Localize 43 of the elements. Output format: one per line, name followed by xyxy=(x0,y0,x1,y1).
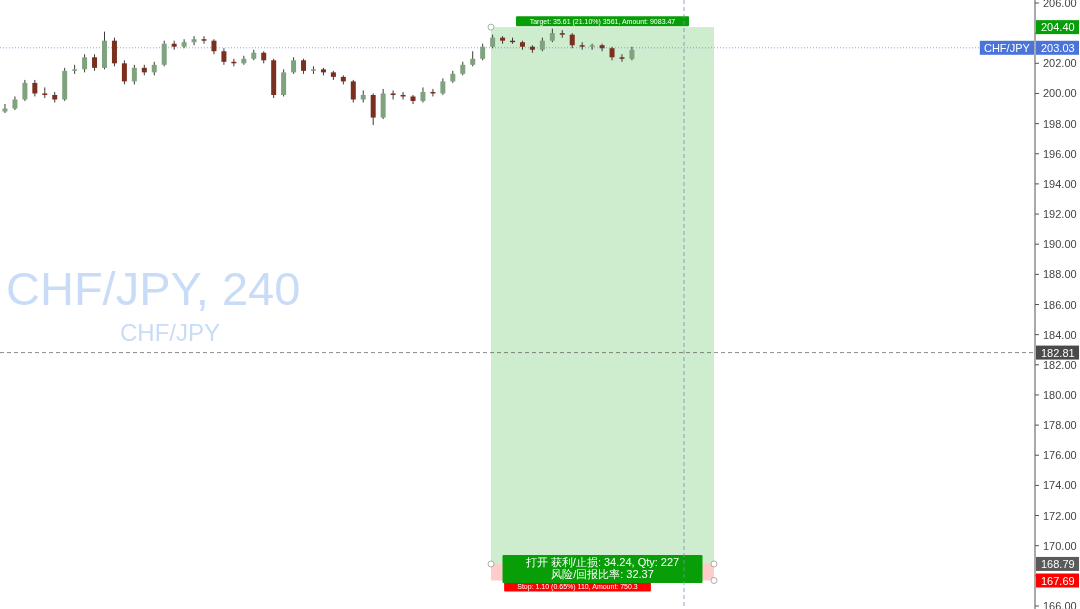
annotation: 204.40 xyxy=(1041,21,1075,34)
annotation: 167.69 xyxy=(1041,574,1075,587)
candlestick xyxy=(111,37,117,67)
candlestick xyxy=(589,43,595,51)
y-tick-label: 190.00 xyxy=(1043,238,1077,251)
annotation: 风险/回报比率: 32.37 xyxy=(551,567,654,580)
candlestick xyxy=(390,89,396,100)
y-tick-label: 200.00 xyxy=(1043,87,1077,100)
candlestick xyxy=(121,59,127,85)
y-tick-label: 180.00 xyxy=(1043,388,1077,401)
candlestick xyxy=(2,103,8,114)
y-tick-label: 202.00 xyxy=(1043,57,1077,70)
y-tick-label: 198.00 xyxy=(1043,117,1077,130)
y-tick-label: 192.00 xyxy=(1043,208,1077,221)
y-tick-label: 186.00 xyxy=(1043,298,1077,311)
candlestick xyxy=(370,92,376,126)
annotation: 打开 获利/止损: 34.24, Qty: 227 xyxy=(524,555,680,568)
y-tick-label: 172.00 xyxy=(1043,509,1077,522)
y-tick-label: 170.00 xyxy=(1043,539,1077,552)
candlestick xyxy=(82,53,88,73)
candlestick xyxy=(131,64,137,85)
ref-line-label: CHF/JPY xyxy=(983,41,1031,54)
y-tick-label: 176.00 xyxy=(1043,449,1077,462)
y-tick-label: 178.00 xyxy=(1043,419,1077,432)
candlestick xyxy=(420,86,426,103)
y-tick-label: 174.00 xyxy=(1043,479,1077,492)
candlestick xyxy=(201,35,207,45)
candlestick xyxy=(161,40,167,67)
y-tick-label: 206.00 xyxy=(1043,0,1077,10)
annotation: 203.03 xyxy=(1041,41,1075,54)
candlestick xyxy=(281,68,287,97)
y-tick-label: 196.00 xyxy=(1043,147,1077,160)
candlestick xyxy=(22,79,28,102)
candlestick xyxy=(350,79,356,103)
candlestick xyxy=(599,43,605,52)
candlestick xyxy=(191,35,197,46)
annotation: 182.81 xyxy=(1041,346,1075,359)
y-tick-label: 194.00 xyxy=(1043,177,1077,190)
candlestick xyxy=(619,53,625,63)
y-tick-label: 182.00 xyxy=(1043,358,1077,371)
y-tick-label: 188.00 xyxy=(1043,268,1077,281)
y-tick-label: 184.00 xyxy=(1043,328,1077,341)
annotation: 168.79 xyxy=(1041,557,1075,570)
